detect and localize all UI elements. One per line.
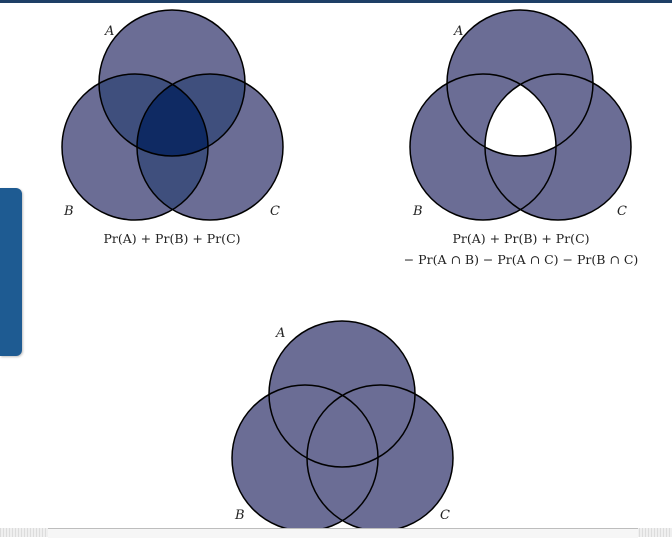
overlap-abc	[137, 74, 208, 156]
region-abc-white	[485, 74, 556, 156]
venn-diagram-sum: A B C Pr(A) + Pr(B) + Pr(C)	[61, 9, 284, 246]
label-a: A	[453, 24, 463, 39]
top-border	[0, 0, 672, 3]
bottom-panel	[48, 528, 638, 538]
formula-line-2: − Pr(A ∩ B) − Pr(A ∩ C) − Pr(B ∩ C)	[404, 252, 639, 267]
label-a: A	[275, 326, 285, 341]
label-b: B	[234, 508, 245, 523]
label-b: B	[412, 204, 423, 219]
venn-diagram-subtract: A B C Pr(A) + Pr(B) + Pr(C) − Pr(A ∩ B) …	[404, 9, 639, 267]
formula-line-1: Pr(A) + Pr(B) + Pr(C)	[452, 231, 589, 246]
venn-diagram-union: A B C	[231, 320, 454, 532]
label-a: A	[104, 24, 114, 39]
circle-c	[307, 385, 453, 531]
label-c: C	[440, 508, 450, 523]
side-tab[interactable]	[0, 188, 22, 356]
label-c: C	[270, 204, 280, 219]
label-c: C	[617, 204, 627, 219]
formula-line-1: Pr(A) + Pr(B) + Pr(C)	[103, 231, 240, 246]
label-b: B	[63, 204, 74, 219]
